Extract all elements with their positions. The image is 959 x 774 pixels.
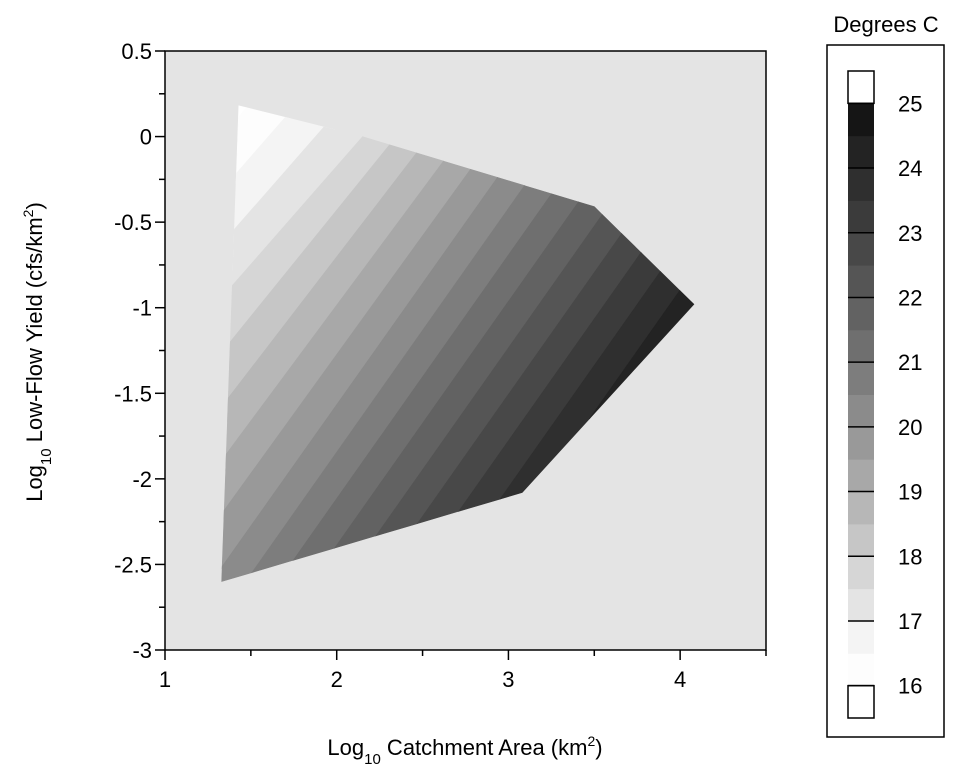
colorbar-title: Degrees C	[833, 12, 938, 37]
y-tick-label: -0.5	[114, 210, 152, 235]
x-axis: 1 2 3 4	[159, 650, 767, 692]
colorbar-swatch	[848, 491, 874, 525]
x-tick-label: 3	[502, 667, 514, 692]
colorbar-swatch	[848, 168, 874, 201]
y-tick-label: -3	[132, 638, 152, 663]
y-tick-label: -2.5	[114, 552, 152, 577]
contour-bands	[221, 105, 695, 582]
colorbar-swatch	[848, 459, 874, 493]
colorbar-label: 22	[898, 285, 922, 310]
y-tick-label: -2	[132, 467, 152, 492]
colorbar-frame	[826, 44, 945, 738]
colorbar-label: 18	[898, 544, 922, 569]
colorbar-swatch	[848, 556, 874, 590]
colorbar-label: 16	[898, 674, 922, 699]
y-tick-label: 0	[140, 125, 152, 150]
colorbar-swatch	[848, 685, 874, 719]
colorbar-swatch	[848, 653, 874, 687]
colorbar-swatch	[848, 394, 874, 428]
colorbar-swatch	[848, 265, 874, 298]
contour-band	[499, 271, 681, 500]
colorbar-swatch	[848, 297, 874, 331]
colorbar-label: 17	[898, 609, 922, 634]
y-tick-label: 0.5	[121, 39, 152, 64]
colorbar-label: 19	[898, 480, 922, 505]
colorbar-swatch	[848, 523, 874, 557]
contour-band	[221, 177, 525, 582]
x-tick-label: 4	[674, 667, 686, 692]
colorbar-label: 25	[898, 91, 922, 116]
colorbar-swatch	[848, 103, 874, 137]
colorbar-label: 24	[898, 156, 922, 181]
colorbar-swatch	[848, 620, 874, 654]
y-tick-label: -1	[132, 296, 152, 321]
colorbar-swatch	[848, 329, 874, 363]
y-tick-label: -1.5	[114, 381, 152, 406]
x-tick-label: 2	[331, 667, 343, 692]
contour-band	[589, 290, 695, 420]
colorbar-label: 23	[898, 221, 922, 246]
y-axis: 0.5 0 -0.5 -1 -1.5 -2 -2.5 -3	[114, 39, 165, 663]
y-axis-title: Log10 Low-Flow Yield (cfs/km2)	[20, 202, 55, 502]
colorbar-swatch	[848, 71, 874, 104]
colorbar-swatch	[848, 200, 874, 234]
colorbar-swatch	[848, 426, 874, 460]
x-axis-title: Log10 Catchment Area (km2)	[327, 733, 602, 768]
colorbar-swatch	[848, 135, 874, 169]
x-tick-label: 1	[159, 667, 171, 692]
colorbar-swatch	[848, 362, 874, 395]
colorbar-swatch	[848, 232, 874, 266]
colorbar-label: 20	[898, 415, 922, 440]
colorbar-swatch	[848, 588, 874, 622]
colorbar: 25 24 23 22 21 20 19 18 17 16	[847, 70, 922, 719]
colorbar-label: 21	[898, 350, 922, 375]
